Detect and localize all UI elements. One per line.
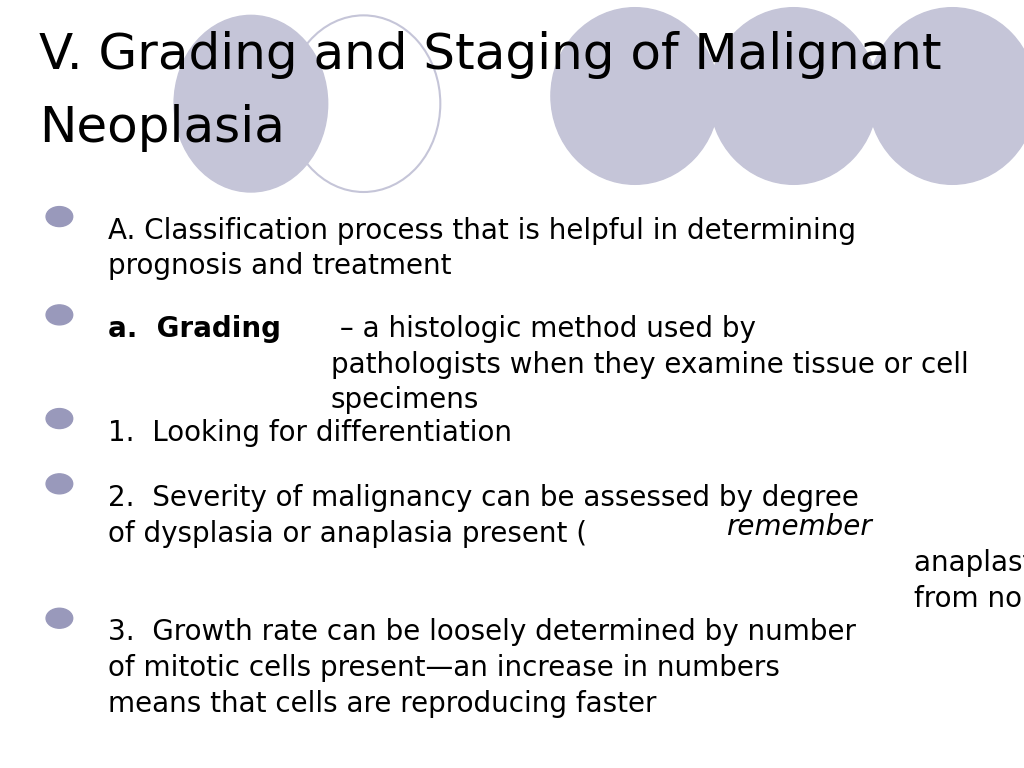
Text: remember: remember [726, 513, 871, 541]
Ellipse shape [174, 15, 328, 192]
Text: – a histologic method used by
pathologists when they examine tissue or cell
spec: – a histologic method used by pathologis… [331, 315, 969, 414]
Text: anaplastic cells have de-differentiated or regressed
from normal mature form): anaplastic cells have de-differentiated … [913, 513, 1024, 612]
Text: V. Grading and Staging of Malignant: V. Grading and Staging of Malignant [39, 31, 941, 79]
Circle shape [46, 474, 73, 494]
Text: A. Classification process that is helpful in determining
prognosis and treatment: A. Classification process that is helpfu… [108, 217, 855, 280]
Circle shape [46, 305, 73, 325]
Text: 1.  Looking for differentiation: 1. Looking for differentiation [108, 419, 512, 446]
Ellipse shape [551, 8, 719, 184]
Ellipse shape [710, 8, 878, 184]
Text: 3.  Growth rate can be loosely determined by number
of mitotic cells present—an : 3. Growth rate can be loosely determined… [108, 618, 855, 717]
Circle shape [46, 409, 73, 429]
Text: a.  Grading: a. Grading [108, 315, 281, 343]
Circle shape [46, 207, 73, 227]
Text: 2.  Severity of malignancy can be assessed by degree
of dysplasia or anaplasia p: 2. Severity of malignancy can be assesse… [108, 484, 858, 548]
Text: Neoplasia: Neoplasia [39, 104, 285, 152]
Circle shape [46, 608, 73, 628]
Ellipse shape [868, 8, 1024, 184]
